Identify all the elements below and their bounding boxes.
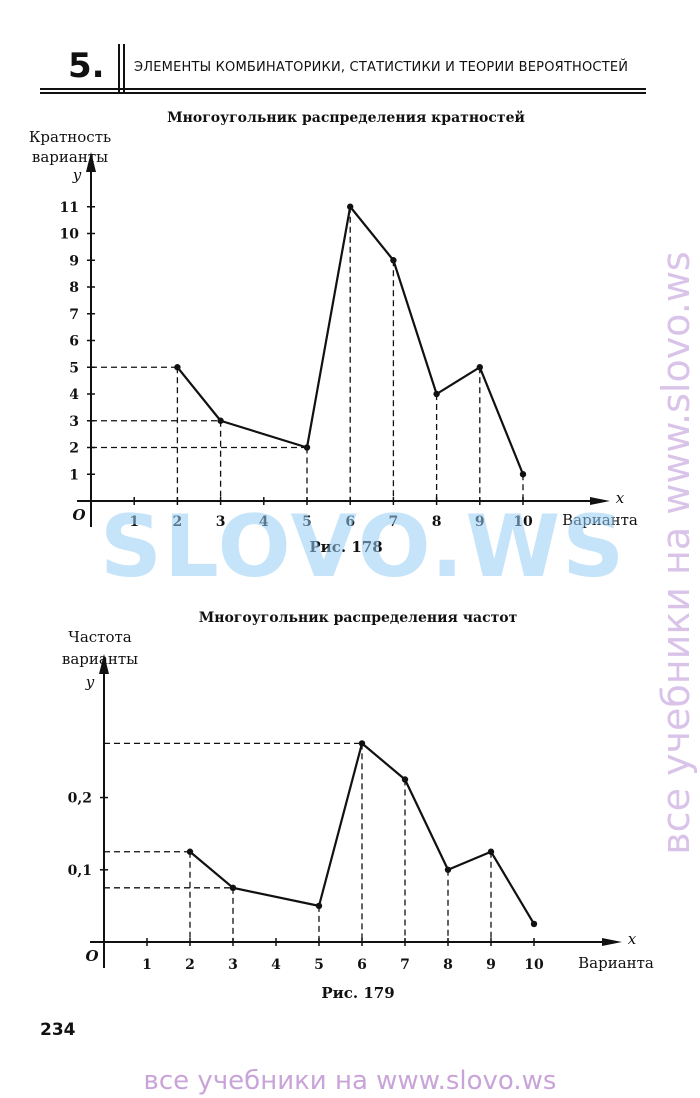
chapter-title: ЭЛЕМЕНТЫ КОМБИНАТОРИКИ, СТАТИСТИКИ И ТЕО… (134, 60, 629, 75)
y-axis-arrow-icon (99, 654, 109, 674)
y-tick-label: 3 (69, 414, 79, 430)
data-point (487, 848, 495, 855)
header-rule-double (40, 92, 646, 94)
x-tick-label: 5 (302, 514, 312, 530)
y-axis-label-line: Кратность (29, 128, 111, 146)
figure-caption: Рис. 179 (321, 984, 394, 1002)
data-point (401, 776, 409, 783)
x-tick-label: 8 (432, 514, 442, 530)
x-tick-label: 4 (259, 514, 269, 530)
x-tick-label: 6 (345, 514, 355, 530)
y-tick-label: 2 (69, 441, 79, 457)
origin-label: O (72, 506, 85, 524)
y-tick-label: 9 (69, 253, 79, 269)
x-axis-label: Варианта (562, 511, 638, 529)
data-point (519, 471, 527, 478)
y-tick-label: 1 (69, 467, 79, 483)
data-point (217, 417, 224, 424)
header-divider (118, 44, 120, 93)
x-tick-label: 3 (228, 957, 238, 973)
x-tick-label: 7 (400, 957, 410, 973)
data-point (315, 902, 323, 910)
y-axis-label-line: варианты (32, 148, 108, 166)
y-axis-letter: y (72, 166, 82, 184)
data-point (433, 390, 440, 398)
x-tick-label: 9 (486, 957, 496, 973)
y-axis-arrow-icon (86, 152, 96, 172)
x-tick-label: 6 (357, 957, 367, 973)
chart-frequency-polygon: Многоугольник распределения частот Частот… (62, 610, 654, 1002)
origin-label: O (85, 947, 98, 965)
x-tick-label: 1 (142, 957, 152, 973)
y-tick-label: 5 (69, 360, 79, 376)
x-tick-label: 4 (271, 957, 281, 973)
header-rule (40, 88, 646, 90)
x-tick-label: 9 (475, 514, 485, 530)
x-tick-label: 7 (389, 514, 399, 530)
y-tick-label: 10 (60, 227, 80, 243)
y-tick-label: 6 (69, 334, 79, 350)
x-tick-label: 8 (443, 957, 453, 973)
x-axis-label: Варианта (578, 954, 654, 972)
y-tick-label: 0,1 (68, 863, 92, 879)
y-tick-label: 4 (69, 387, 79, 403)
y-tick-label: 11 (60, 200, 79, 216)
x-axis-letter: x (628, 930, 637, 948)
chart-multiplicity-polygon: Многоугольник распределения кратностей Кр… (29, 109, 638, 556)
x-tick-label: 10 (513, 514, 533, 530)
data-point (358, 740, 366, 747)
x-tick-label: 3 (216, 514, 226, 530)
data-point (347, 203, 354, 210)
x-tick-label: 10 (524, 957, 544, 973)
figure-caption: Рис. 178 (309, 538, 382, 556)
data-point (174, 364, 181, 371)
polygon-line (176, 205, 525, 475)
x-axis-arrow-icon (602, 938, 622, 946)
y-tick-label: 0,2 (68, 791, 92, 807)
data-point (303, 444, 311, 451)
y-axis-label-line: варианты (62, 650, 138, 668)
data-point (444, 866, 452, 873)
y-tick-label: 7 (69, 307, 79, 323)
data-point (390, 257, 397, 264)
data-point (530, 920, 538, 928)
data-point (476, 364, 483, 371)
x-tick-label: 2 (173, 514, 183, 530)
y-axis-letter: y (85, 673, 95, 691)
chapter-header: 5. ЭЛЕМЕНТЫ КОМБИНАТОРИКИ, СТАТИСТИКИ И … (40, 40, 646, 95)
x-axis-arrow-icon (590, 497, 610, 505)
page-number: 234 (40, 1020, 76, 1040)
data-point (186, 848, 194, 855)
x-axis-letter: x (616, 489, 625, 507)
chart-title: Многоугольник распределения частот (199, 610, 518, 626)
watermark-bottom: все учебники на www.slovo.ws (143, 1066, 557, 1096)
x-tick-label: 5 (314, 957, 324, 973)
chapter-number: 5. (68, 46, 105, 86)
header-divider-double (123, 44, 125, 93)
y-axis-label-line: Частота (68, 628, 132, 646)
chart-title: Многоугольник распределения кратностей (167, 109, 525, 126)
polygon-line (189, 742, 535, 925)
x-tick-label: 2 (185, 957, 195, 973)
data-point (229, 884, 237, 892)
y-tick-label: 8 (69, 280, 79, 296)
x-tick-label: 1 (129, 514, 139, 530)
